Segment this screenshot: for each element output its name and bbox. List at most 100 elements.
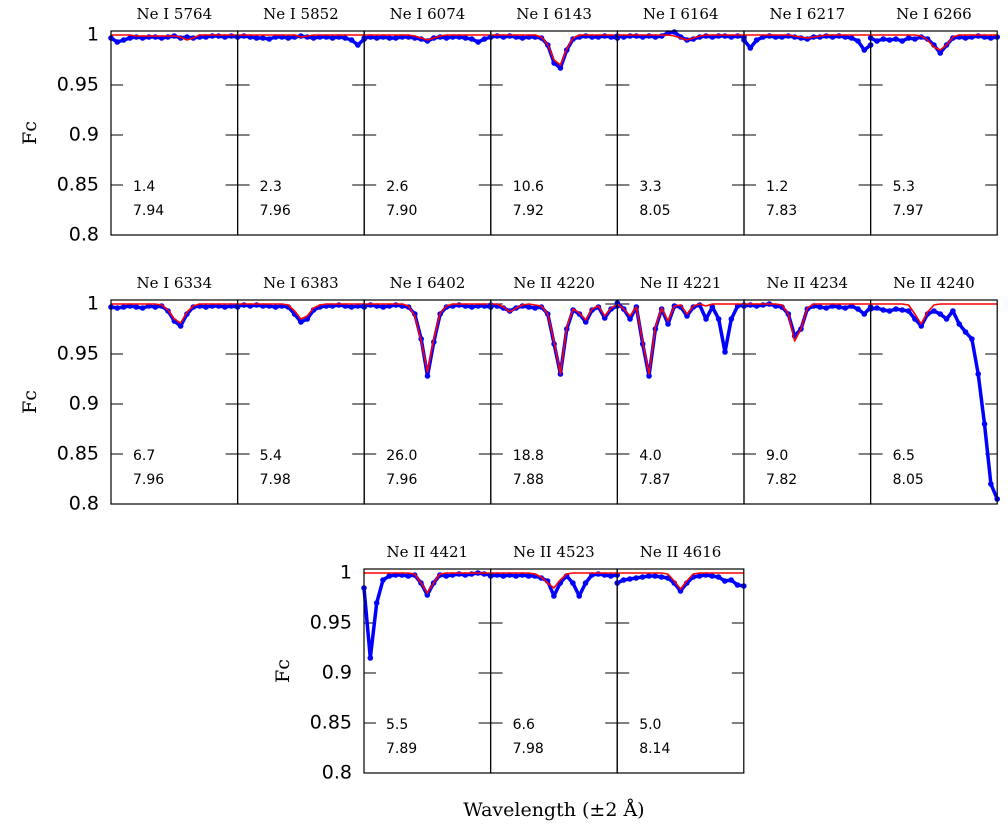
observed-point <box>722 349 728 355</box>
observed-point <box>203 304 209 310</box>
observed-point <box>842 305 849 311</box>
y-axis-label: Fc <box>19 121 41 145</box>
observed-point <box>133 304 140 310</box>
observed-point <box>380 304 386 310</box>
model-line <box>616 303 744 375</box>
panel-title: Ne I 6217 <box>769 5 845 23</box>
observed-point <box>652 573 658 579</box>
panel-title: Ne I 6074 <box>390 5 466 23</box>
observed-point <box>152 304 159 310</box>
observed-point <box>329 35 336 41</box>
observed-point <box>988 35 994 41</box>
observed-point <box>836 304 842 310</box>
panel-annotation: 3.3 <box>639 179 661 195</box>
model-line <box>364 34 491 41</box>
observed-point <box>696 573 703 579</box>
observed-point <box>931 308 937 314</box>
observed-point <box>627 33 633 39</box>
observed-point <box>671 29 678 35</box>
observed-point <box>905 308 912 314</box>
panel-frame <box>616 30 745 236</box>
observed-point <box>576 593 583 599</box>
observed-point <box>817 304 823 310</box>
observed-point <box>475 39 481 45</box>
observed-point <box>525 304 532 310</box>
panel-annotation: 26.0 <box>386 448 417 464</box>
observed-point <box>146 34 152 40</box>
model-line <box>111 303 238 324</box>
y-tick-label: 0.9 <box>69 393 99 415</box>
observed-point <box>709 304 716 310</box>
observed-point <box>874 305 880 311</box>
observed-point <box>582 319 589 325</box>
observed-point <box>241 302 247 308</box>
observed-point <box>715 574 722 580</box>
observed-point <box>310 35 317 41</box>
panel-annotation: 7.94 <box>133 203 164 219</box>
panel-annotation: 5.3 <box>893 179 915 195</box>
model-line <box>617 572 744 590</box>
observed-point <box>893 36 899 42</box>
observed-point <box>184 34 190 40</box>
observed-point <box>886 308 893 314</box>
observed-point <box>469 304 475 310</box>
model-line <box>744 34 871 39</box>
observed-point <box>747 45 754 51</box>
panel-annotation: 5.4 <box>260 448 282 464</box>
y-tick-label: 0.95 <box>57 74 99 96</box>
observed-point <box>285 35 292 41</box>
observed-point <box>950 308 956 314</box>
observed-point <box>823 305 830 311</box>
observed-point <box>601 33 608 39</box>
observed-point <box>880 36 887 42</box>
observed-point <box>494 33 500 39</box>
panel-annotation: 7.92 <box>513 203 544 219</box>
panel-title: Ne I 6383 <box>263 274 339 292</box>
observed-point <box>861 47 868 53</box>
observed-point <box>386 35 393 41</box>
observed-point <box>393 35 399 41</box>
panel-title: Ne II 4234 <box>767 274 849 292</box>
panel-title: Ne I 6266 <box>896 5 972 23</box>
panel-title: Ne I 6402 <box>390 274 466 292</box>
observed-point <box>861 311 868 317</box>
panel-annotation: 8.05 <box>639 203 670 219</box>
observed-point <box>893 306 899 312</box>
observed-point <box>658 574 665 580</box>
observed-point <box>120 304 127 310</box>
panel-annotation: 1.4 <box>133 179 155 195</box>
observed-point <box>855 306 861 312</box>
observed-point <box>336 302 342 308</box>
observed-line <box>616 301 745 378</box>
y-axis-label: Fc <box>19 390 41 414</box>
observed-point <box>962 329 969 335</box>
panel-annotation: 8.14 <box>639 741 670 757</box>
panel-title: Ne I 6164 <box>643 5 719 23</box>
panel-annotation: 9.0 <box>766 448 788 464</box>
panel-annotation: 7.90 <box>386 203 417 219</box>
observed-point <box>513 573 519 579</box>
observed-point <box>551 593 557 599</box>
panel-annotation: 6.5 <box>893 448 915 464</box>
observed-point <box>905 35 912 41</box>
observed-point <box>342 35 349 41</box>
y-tick-label: 1 <box>87 24 99 46</box>
observed-point <box>595 571 602 577</box>
panel-frame <box>363 299 492 505</box>
observed-point <box>747 302 754 308</box>
observed-point <box>253 35 260 41</box>
panel-annotation: 7.87 <box>639 472 670 488</box>
y-tick-label: 0.9 <box>69 124 99 146</box>
observed-point <box>228 33 235 39</box>
panel-frame <box>869 299 998 505</box>
y-tick-label: 0.85 <box>57 174 99 196</box>
observed-point <box>627 316 633 322</box>
y-tick-label: 1 <box>340 562 352 584</box>
y-tick-label: 0.85 <box>57 443 99 465</box>
model-line <box>870 303 998 325</box>
observed-point <box>988 481 994 487</box>
model-line <box>490 34 618 66</box>
model-line <box>237 34 365 38</box>
y-tick-label: 0.85 <box>310 712 352 734</box>
y-tick-label: 0.8 <box>322 762 352 784</box>
